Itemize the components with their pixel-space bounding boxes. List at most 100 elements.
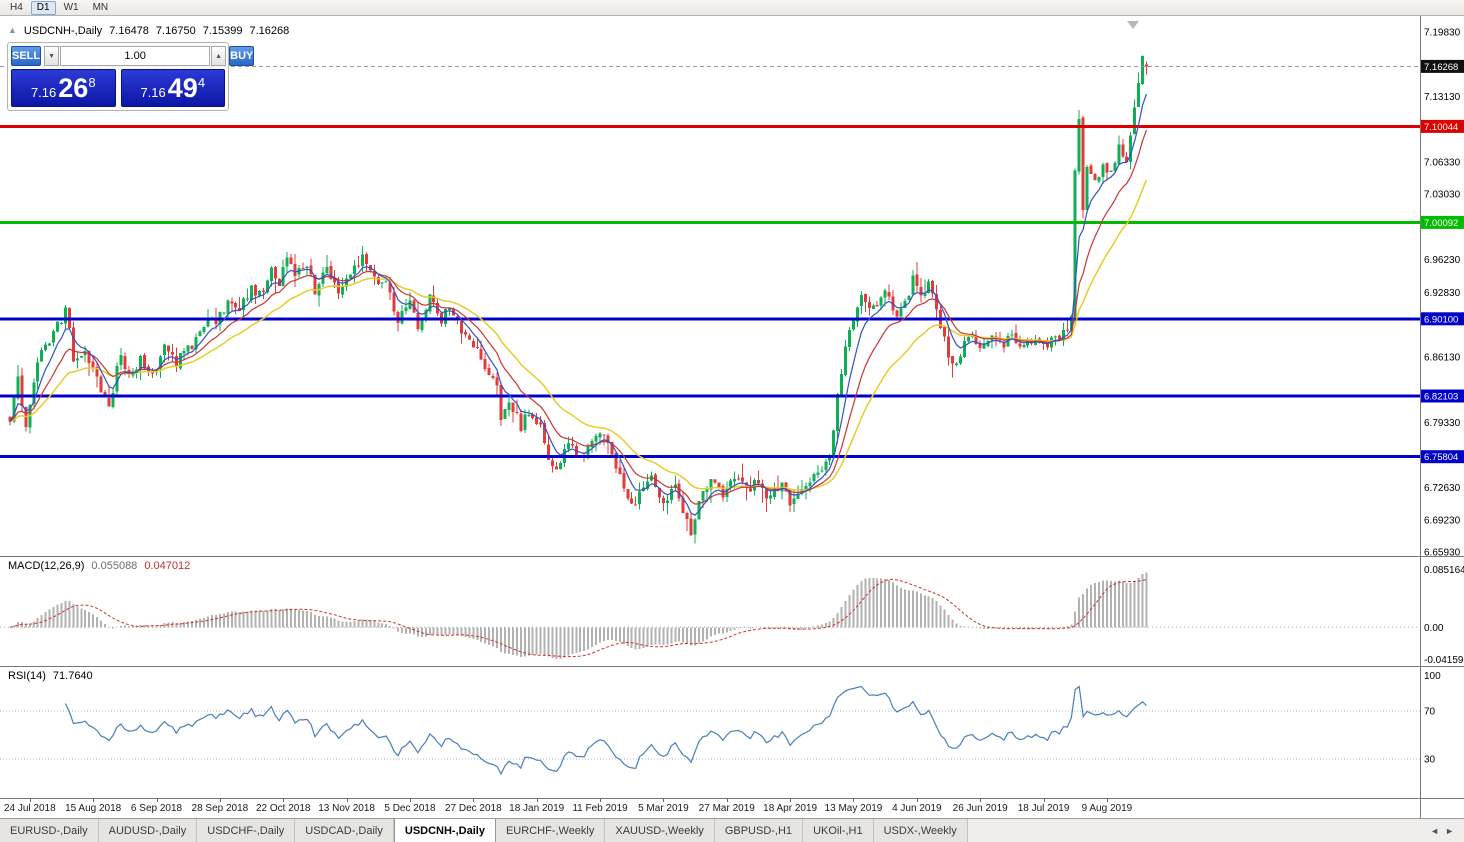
svg-text:6.79330: 6.79330 xyxy=(1424,418,1461,429)
buy-price-sup: 4 xyxy=(197,75,206,90)
date-tick xyxy=(600,799,602,802)
date-tick xyxy=(1106,799,1108,802)
chart-tab-usdcnh-daily[interactable]: USDCNH-,Daily xyxy=(393,819,496,842)
tab-scroll-right-icon[interactable]: ► xyxy=(1445,825,1454,836)
buy-button[interactable]: BUY xyxy=(229,46,255,66)
sell-price-big: 26 xyxy=(58,72,89,103)
chart-tab-eurchf-weekly[interactable]: EURCHF-,Weekly xyxy=(495,819,606,842)
macd-title: MACD(12,26,9) xyxy=(8,560,85,572)
date-tick xyxy=(916,799,918,802)
chart-tab-eurusd-daily[interactable]: EURUSD-,Daily xyxy=(0,819,99,842)
axis-separator xyxy=(1420,799,1421,818)
price-chart-canvas[interactable]: 7.19830 7.13130 7.06330 7.03030 6.96230 6.928… xyxy=(0,16,1464,556)
date-tick xyxy=(156,799,158,802)
chart-tab-bar: EURUSD-,Daily AUDUSD-,Daily USDCHF-,Daily U… xyxy=(0,818,1464,842)
date-tick xyxy=(1043,799,1045,802)
date-tick xyxy=(536,799,538,802)
rsi-canvas[interactable]: 100 70 30 xyxy=(0,667,1464,798)
date-tick xyxy=(409,799,411,802)
chart-tab-gbpusd-h1[interactable]: GBPUSD-,H1 xyxy=(714,819,804,842)
sell-price-sup: 8 xyxy=(88,75,96,90)
symbol-ohlc-line: ▲ USDCNH-,Daily 7.16478 7.16750 7.15399 … xyxy=(8,25,289,37)
macd-panel: 0.085164 0.00 -0.041597 MACD(12,26,9) 0.05… xyxy=(0,556,1464,666)
chart-shift-marker-icon xyxy=(1127,21,1139,29)
date-label: 4 Jun 2019 xyxy=(892,803,942,814)
date-label: 11 Feb 2019 xyxy=(572,803,628,814)
buy-price-prefix: 7.16 xyxy=(140,84,166,100)
svg-text:-0.041597: -0.041597 xyxy=(1424,655,1464,666)
date-label: 13 Nov 2018 xyxy=(318,803,375,814)
volume-decrease-button[interactable]: ▼ xyxy=(44,46,60,66)
svg-text:6.65930: 6.65930 xyxy=(1424,548,1461,557)
date-label: 18 Jul 2019 xyxy=(1017,803,1070,814)
svg-text:6.72630: 6.72630 xyxy=(1424,483,1461,494)
ohlc-low: 7.15399 xyxy=(202,25,243,37)
svg-text:0.00: 0.00 xyxy=(1424,623,1444,634)
svg-text:6.86130: 6.86130 xyxy=(1424,353,1461,364)
svg-text:7.03030: 7.03030 xyxy=(1424,190,1461,201)
chart-tab-usdcad-daily[interactable]: USDCAD-,Daily xyxy=(295,819,394,842)
date-tick xyxy=(726,799,728,802)
timeframe-button-h4[interactable]: H4 xyxy=(10,1,23,13)
date-tick xyxy=(473,799,475,802)
timeframe-button-d1[interactable]: D1 xyxy=(30,0,56,15)
svg-text:30: 30 xyxy=(1424,755,1436,766)
one-click-trade-widget: SELL ▼ ▲ BUY 7.16 26 8 7.16 49 4 xyxy=(7,42,255,111)
timeframe-button-mn[interactable]: MN xyxy=(92,1,109,13)
chevron-up-icon: ▲ xyxy=(215,52,223,60)
timeframe-toolbar: H4 D1 W1 MN xyxy=(0,0,1464,16)
ohlc-close: 7.16268 xyxy=(249,25,290,37)
svg-text:7.10044: 7.10044 xyxy=(1424,122,1458,133)
date-axis[interactable]: 24 Jul 2018 15 Aug 2018 6 Sep 2018 28 Sep 2… xyxy=(0,798,1464,818)
date-tick xyxy=(790,799,792,802)
timeframe-button-w1[interactable]: W1 xyxy=(63,1,79,13)
svg-text:6.75804: 6.75804 xyxy=(1424,452,1458,463)
buy-price-display[interactable]: 7.16 49 4 xyxy=(120,69,225,107)
svg-text:6.69230: 6.69230 xyxy=(1424,516,1461,527)
tab-scroll-left-icon[interactable]: ◄ xyxy=(1430,825,1440,836)
chevron-down-icon: ▼ xyxy=(48,52,56,60)
chart-tab-xauusd-weekly[interactable]: XAUUSD-,Weekly xyxy=(605,819,715,842)
sell-price-display[interactable]: 7.16 26 8 xyxy=(11,69,116,107)
rsi-value: 71.7640 xyxy=(52,670,93,682)
macd-main-value: 0.055088 xyxy=(91,560,138,572)
date-label: 18 Apr 2019 xyxy=(763,803,818,814)
date-label: 13 May 2019 xyxy=(824,803,883,814)
chart-tab-audusd-daily[interactable]: AUDUSD-,Daily xyxy=(98,819,198,842)
ohlc-open: 7.16478 xyxy=(109,25,149,37)
date-tick xyxy=(29,799,31,802)
svg-text:0.085164: 0.085164 xyxy=(1424,565,1464,576)
date-label: 15 Aug 2018 xyxy=(65,803,122,814)
svg-text:7.13130: 7.13130 xyxy=(1424,92,1461,103)
collapse-arrow-icon[interactable]: ▲ xyxy=(8,25,17,35)
svg-text:6.96230: 6.96230 xyxy=(1424,255,1461,266)
date-label: 27 Dec 2018 xyxy=(444,803,502,814)
svg-text:7.06330: 7.06330 xyxy=(1424,158,1461,169)
chart-tab-usdchf-daily[interactable]: USDCHF-,Daily xyxy=(197,819,296,842)
macd-header: MACD(12,26,9) 0.055088 0.047012 xyxy=(8,560,190,572)
sell-button[interactable]: SELL xyxy=(11,46,42,66)
date-label: 9 Aug 2019 xyxy=(1081,803,1133,814)
volume-input[interactable] xyxy=(60,46,211,66)
macd-signal-value: 0.047012 xyxy=(144,560,191,572)
date-label: 24 Jul 2018 xyxy=(3,803,56,814)
rsi-title: RSI(14) xyxy=(8,670,46,682)
date-label: 26 Jun 2019 xyxy=(952,803,1008,814)
date-tick xyxy=(663,799,665,802)
date-tick xyxy=(219,799,221,802)
date-label: 18 Jan 2019 xyxy=(509,803,565,814)
tab-scroll-controls: ◄ ► xyxy=(1420,819,1464,842)
symbol-title: USDCNH-,Daily xyxy=(23,25,103,37)
rsi-panel: 100 70 30 RSI(14) 71.7640 xyxy=(0,666,1464,798)
volume-increase-button[interactable]: ▲ xyxy=(211,46,227,66)
chart-tab-usdx-weekly[interactable]: USDX-,Weekly xyxy=(873,819,968,842)
svg-text:7.19830: 7.19830 xyxy=(1424,28,1461,39)
date-tick xyxy=(980,799,982,802)
date-label: 6 Sep 2018 xyxy=(130,803,183,814)
macd-canvas[interactable]: 0.085164 0.00 -0.041597 xyxy=(0,557,1464,666)
chart-tab-ukoil-h1[interactable]: UKOil-,H1 xyxy=(803,819,874,842)
date-tick xyxy=(283,799,285,802)
date-tick xyxy=(853,799,855,802)
svg-text:7.16268: 7.16268 xyxy=(1424,62,1458,73)
